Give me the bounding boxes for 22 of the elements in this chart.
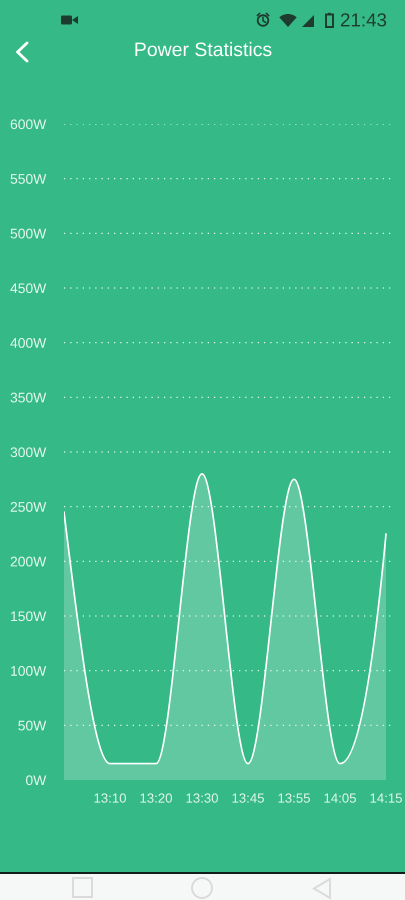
y-tick-label: 400W [10, 338, 46, 348]
y-tick-label: 50W [18, 720, 46, 731]
text: 21:43 [340, 13, 386, 27]
y-tick-label: 350W [10, 392, 46, 403]
y-tick-label: 500W [10, 228, 46, 239]
y-tick-label: 250W [10, 502, 46, 512]
x-tick-label: 13:10 [94, 793, 126, 803]
y-tick-label: 200W [10, 556, 46, 567]
y-tick-label: 450W [10, 283, 46, 294]
chart-title: Power Statistics [135, 42, 272, 56]
y-tick-label: 100W [11, 666, 46, 676]
x-tick-label: 14:05 [324, 793, 356, 803]
x-tick-label: 14:15 [370, 794, 402, 803]
y-tick-label: 300W [10, 447, 46, 458]
x-tick-label: 13:45 [232, 793, 264, 803]
x-tick-label: 13:20 [140, 793, 172, 803]
y-tick-label: 150W [11, 611, 46, 622]
x-tick-label: 13:30 [186, 793, 218, 803]
y-tick-label: 0W [26, 775, 46, 786]
x-tick-label: 13:55 [278, 793, 310, 803]
y-tick-label: 600W [10, 119, 46, 130]
y-tick-label: 550W [10, 174, 46, 184]
